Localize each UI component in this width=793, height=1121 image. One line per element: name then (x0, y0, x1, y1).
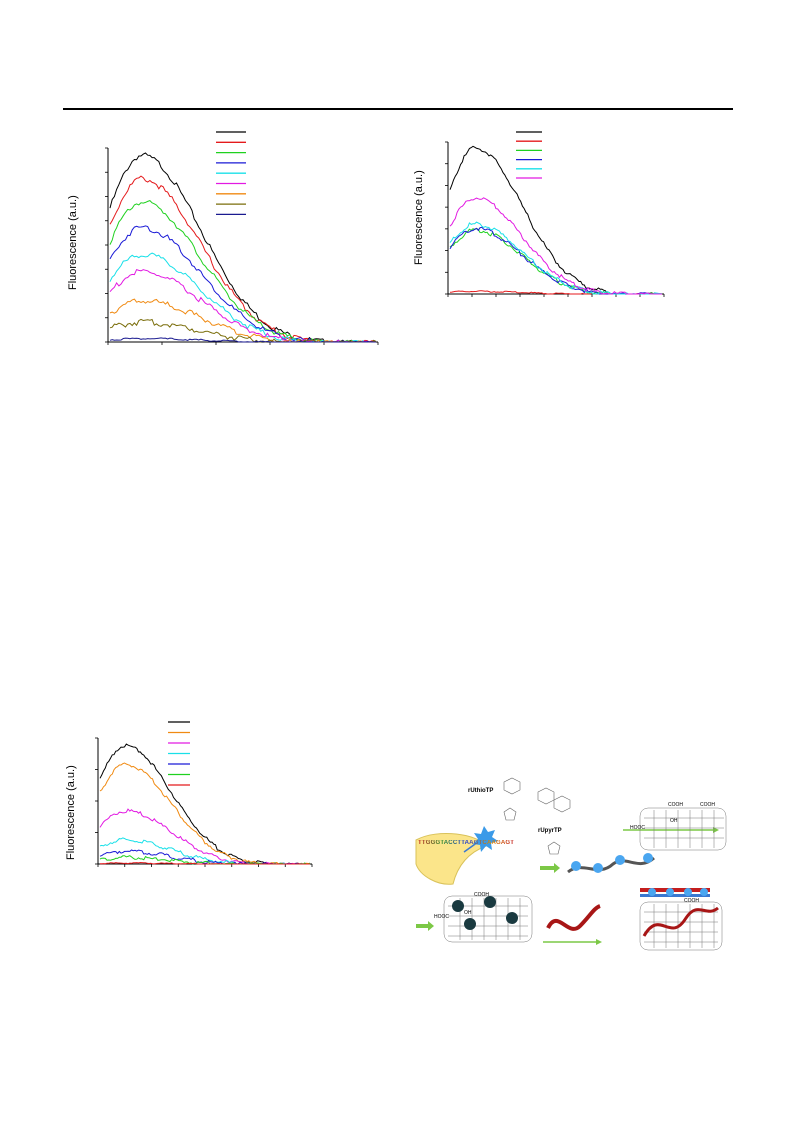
sensing-scheme: rUthioTP rUpyrTP TTGGGTACCTTAAGTCAAGAGT … (408, 768, 738, 958)
fluorophore-beads (571, 853, 653, 873)
series-line-6 (109, 268, 376, 343)
series-line-3 (109, 200, 376, 343)
header-rule (63, 108, 733, 110)
fluorophore-burst (473, 826, 498, 852)
series-line-4 (449, 226, 662, 295)
cooh-label-3: COOH (474, 892, 489, 898)
ruthiotp-label: rUthioTP (468, 788, 494, 794)
hooc-label-2: HOOC (434, 914, 449, 920)
series-line-4 (99, 837, 310, 865)
hooc-label-1: HOOC (630, 825, 645, 831)
cooh-label-1: COOH (668, 802, 683, 808)
quenched-dyes (452, 896, 518, 930)
graphene-sheet-1 (639, 807, 727, 851)
rupyrtp-label: rUpyrTP (538, 828, 562, 834)
polymerase-shape (415, 833, 487, 885)
series-line-7 (109, 298, 376, 343)
series-line-2 (99, 762, 311, 865)
dna-strand (567, 856, 655, 874)
cooh-label-2: COOH (700, 802, 715, 808)
series-line-5 (109, 252, 376, 343)
oh-label-2: OH (464, 910, 472, 916)
series-line-9 (109, 337, 376, 343)
template-sequence: TTGGGTACCTTAAGTCAAGAGT (418, 840, 515, 846)
bound-dna (642, 906, 719, 937)
chart-panel-a: Fluorescence (a.u.) (60, 120, 380, 360)
series-line-6 (99, 855, 311, 865)
ssdna-curve (546, 904, 601, 931)
series-line-1 (99, 743, 311, 865)
fluorescence-chart-a (105, 131, 379, 345)
series-line-1 (449, 145, 662, 295)
molecule-sketch-1 (503, 777, 521, 821)
fluorescence-chart-b (445, 131, 665, 297)
series-line-3 (449, 227, 663, 295)
duplex-bar (640, 888, 710, 892)
molecule-sketch-2 (537, 787, 571, 855)
cooh-label-4: COOH (684, 898, 699, 904)
scheme-drawing (415, 777, 727, 951)
chart-panel-b: Fluorescence (a.u.) (408, 120, 678, 320)
fluorescence-chart-c (95, 721, 313, 867)
chart-panel-c: Fluorescence (a.u.) (60, 710, 320, 900)
series-line-7 (100, 861, 310, 865)
oh-label-1: OH (670, 818, 678, 824)
series-line-1 (109, 152, 377, 343)
series-line-6 (449, 197, 662, 295)
series-line-5 (449, 221, 663, 295)
